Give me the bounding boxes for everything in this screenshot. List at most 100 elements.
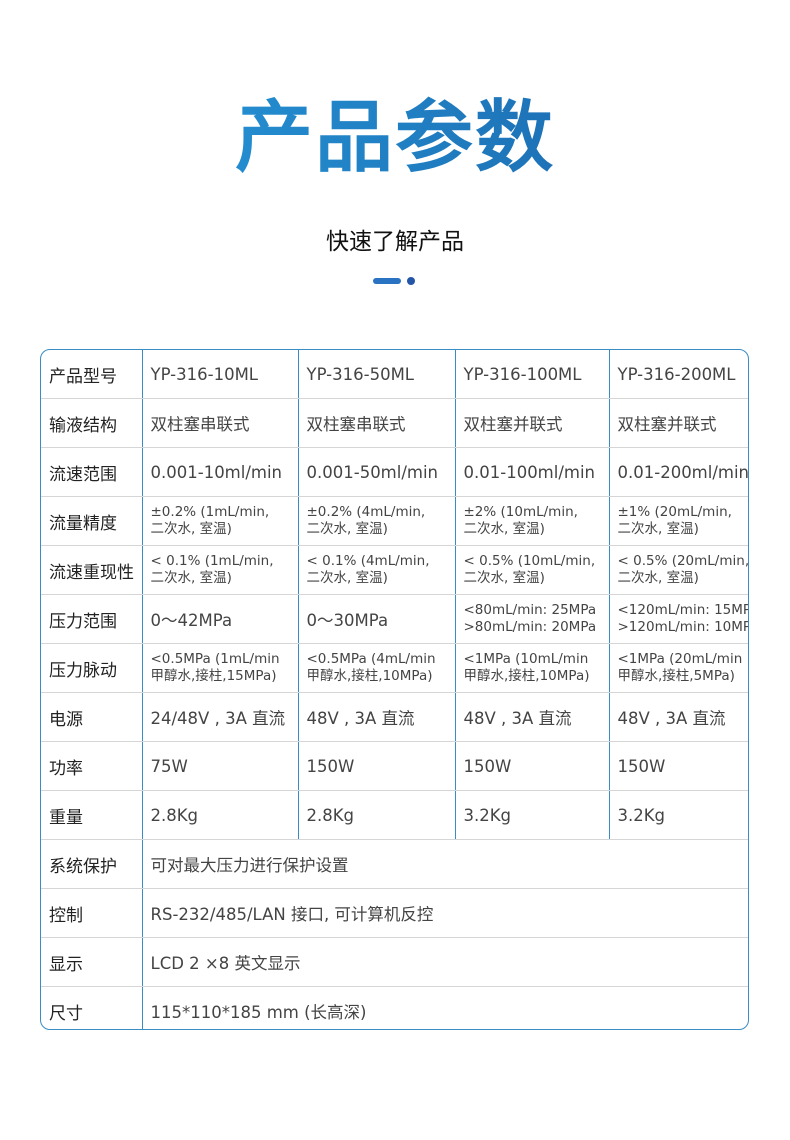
cell-line: ±0.2% (4mL/min, — [306, 504, 426, 520]
table-row: 流速重现性 < 0.1% (1mL/min, 二次水, 室温) < 0.1% (4mL… — [41, 545, 749, 595]
cell-value: 0.01-100ml/min — [454, 447, 609, 497]
cell-value: 150W — [454, 741, 609, 791]
cell-value: 2.8Kg — [297, 790, 455, 840]
cell-value: <120mL/min: 15MPa >120mL/min: 10MPa — [608, 594, 749, 644]
page-title: 产品参数 — [0, 88, 790, 188]
cell-value: <0.5MPa (1mL/min 甲醇水,接柱,15MPa) — [141, 643, 298, 693]
cell-line: 二次水, 室温) — [463, 521, 545, 537]
cell-line: <1MPa (20mL/min — [617, 651, 743, 667]
cell-line: 甲醇水,接柱,15MPa) — [150, 668, 277, 684]
cell-line: < 0.5% (10mL/min, — [463, 553, 596, 569]
cell-value: 48V , 3A 直流 — [608, 692, 748, 742]
cell-value: YP-316-100ML — [454, 350, 609, 399]
table-row: 控制 RS-232/485/LAN 接口, 可计算机反控 — [41, 888, 748, 938]
table-row: 电源 24/48V , 3A 直流 48V , 3A 直流 48V , 3A 直流 48… — [41, 692, 748, 742]
cell-line: 二次水, 室温) — [463, 570, 545, 586]
cell-value: 48V , 3A 直流 — [297, 692, 455, 742]
cell-line: 二次水, 室温) — [150, 570, 232, 586]
cell-line: ±2% (10mL/min, — [463, 504, 578, 520]
cell-value: 75W — [141, 741, 298, 791]
spec-table: 产品型号 YP-316-10ML YP-316-50ML YP-316-100ML YP… — [40, 349, 749, 1030]
cell-line: 甲醇水,接柱,10MPa) — [306, 668, 433, 684]
cell-line: < 0.1% (4mL/min, — [306, 553, 430, 569]
row-label: 流速范围 — [41, 447, 142, 497]
cell-value: 0～42MPa — [141, 594, 298, 644]
row-label: 输液结构 — [41, 398, 142, 448]
cell-value: < 0.1% (4mL/min, 二次水, 室温) — [297, 545, 455, 595]
cell-value: RS-232/485/LAN 接口, 可计算机反控 — [141, 888, 748, 938]
table-row: 压力脉动 <0.5MPa (1mL/min 甲醇水,接柱,15MPa) <0.5MPa… — [41, 643, 748, 693]
cell-line: <1MPa (10mL/min — [463, 651, 589, 667]
cell-value: 0.01-200ml/min — [608, 447, 748, 497]
cell-line: < 0.1% (1mL/min, — [150, 553, 274, 569]
cell-line: ±0.2% (1mL/min, — [150, 504, 270, 520]
cell-value: 0～30MPa — [297, 594, 455, 644]
row-label: 压力范围 — [41, 594, 142, 644]
cell-value: <1MPa (20mL/min 甲醇水,接柱,5MPa) — [608, 643, 748, 693]
cell-value: 双柱塞并联式 — [608, 398, 748, 448]
cell-value: <80mL/min: 25MPa >80mL/min: 20MPa — [454, 594, 609, 644]
row-label: 流速重现性 — [41, 545, 142, 595]
cell-value: 3.2Kg — [608, 790, 748, 840]
cell-value: < 0.5% (20mL/min, 二次水, 室温) — [608, 545, 749, 595]
cell-line: 二次水, 室温) — [306, 570, 388, 586]
cell-value: 24/48V , 3A 直流 — [141, 692, 298, 742]
cell-value: 150W — [608, 741, 748, 791]
cell-line: <0.5MPa (1mL/min — [150, 651, 280, 667]
table-row: 产品型号 YP-316-10ML YP-316-50ML YP-316-100ML YP… — [41, 350, 748, 399]
table-row: 流量精度 ±0.2% (1mL/min, 二次水, 室温) ±0.2% (4mL/mi… — [41, 496, 748, 546]
cell-value: <0.5MPa (4mL/min 甲醇水,接柱,10MPa) — [297, 643, 455, 693]
row-label: 电源 — [41, 692, 142, 742]
cell-value: 0.001-10ml/min — [141, 447, 298, 497]
page-subtitle: 快速了解产品 — [326, 229, 464, 255]
cell-value: 150W — [297, 741, 455, 791]
cell-value: ±0.2% (1mL/min, 二次水, 室温) — [141, 496, 298, 546]
cell-value: 115*110*185 mm (长高深) — [141, 986, 748, 1029]
cell-line: <120mL/min: 15MPa — [617, 602, 749, 618]
table-row: 显示 LCD 2 ×8 英文显示 — [41, 937, 748, 987]
cell-line: 二次水, 室温) — [150, 521, 232, 537]
cell-line: 甲醇水,接柱,5MPa) — [617, 668, 735, 684]
cell-line: >120mL/min: 10MPa — [617, 619, 749, 635]
cell-line: 二次水, 室温) — [617, 570, 699, 586]
cell-line: <0.5MPa (4mL/min — [306, 651, 436, 667]
cell-line: >80mL/min: 20MPa — [463, 619, 597, 635]
table-row: 压力范围 0～42MPa 0～30MPa <80mL/min: 25MPa >80mL/… — [41, 594, 749, 644]
cell-value: 48V , 3A 直流 — [454, 692, 609, 742]
cell-value: ±2% (10mL/min, 二次水, 室温) — [454, 496, 609, 546]
row-label: 产品型号 — [41, 350, 142, 399]
cell-line: 二次水, 室温) — [306, 521, 388, 537]
table-row: 重量 2.8Kg 2.8Kg 3.2Kg 3.2Kg — [41, 790, 748, 840]
cell-value: ±0.2% (4mL/min, 二次水, 室温) — [297, 496, 455, 546]
cell-line: <80mL/min: 25MPa — [463, 602, 597, 618]
table-row: 尺寸 115*110*185 mm (长高深) — [41, 986, 748, 1029]
row-label: 流量精度 — [41, 496, 142, 546]
cell-value: <1MPa (10mL/min 甲醇水,接柱,10MPa) — [454, 643, 609, 693]
cell-value: ±1% (20mL/min, 二次水, 室温) — [608, 496, 748, 546]
row-label: 重量 — [41, 790, 142, 840]
table-row: 流速范围 0.001-10ml/min 0.001-50ml/min 0.01-100… — [41, 447, 748, 497]
cell-line: 甲醇水,接柱,10MPa) — [463, 668, 590, 684]
row-label: 控制 — [41, 888, 142, 938]
cell-value: 2.8Kg — [141, 790, 298, 840]
cell-line: ±1% (20mL/min, — [617, 504, 732, 520]
cell-value: 双柱塞串联式 — [141, 398, 298, 448]
row-label: 显示 — [41, 937, 142, 987]
row-label: 功率 — [41, 741, 142, 791]
table-row: 功率 75W 150W 150W 150W — [41, 741, 748, 791]
table-row: 输液结构 双柱塞串联式 双柱塞串联式 双柱塞并联式 双柱塞并联式 — [41, 398, 748, 448]
row-label: 系统保护 — [41, 839, 142, 889]
cell-line: < 0.5% (20mL/min, — [617, 553, 749, 569]
cell-value: 可对最大压力进行保护设置 — [141, 839, 748, 889]
cell-value: 双柱塞并联式 — [454, 398, 609, 448]
cell-value: LCD 2 ×8 英文显示 — [141, 937, 748, 987]
cell-value: YP-316-50ML — [297, 350, 455, 399]
cell-value: 3.2Kg — [454, 790, 609, 840]
row-label: 压力脉动 — [41, 643, 142, 693]
cell-value: 双柱塞串联式 — [297, 398, 455, 448]
table-row: 系统保护 可对最大压力进行保护设置 — [41, 839, 748, 889]
row-label: 尺寸 — [49, 1003, 83, 1024]
cell-value: 0.001-50ml/min — [297, 447, 455, 497]
cell-value: YP-316-200ML — [608, 350, 748, 399]
cell-line: 二次水, 室温) — [617, 521, 699, 537]
